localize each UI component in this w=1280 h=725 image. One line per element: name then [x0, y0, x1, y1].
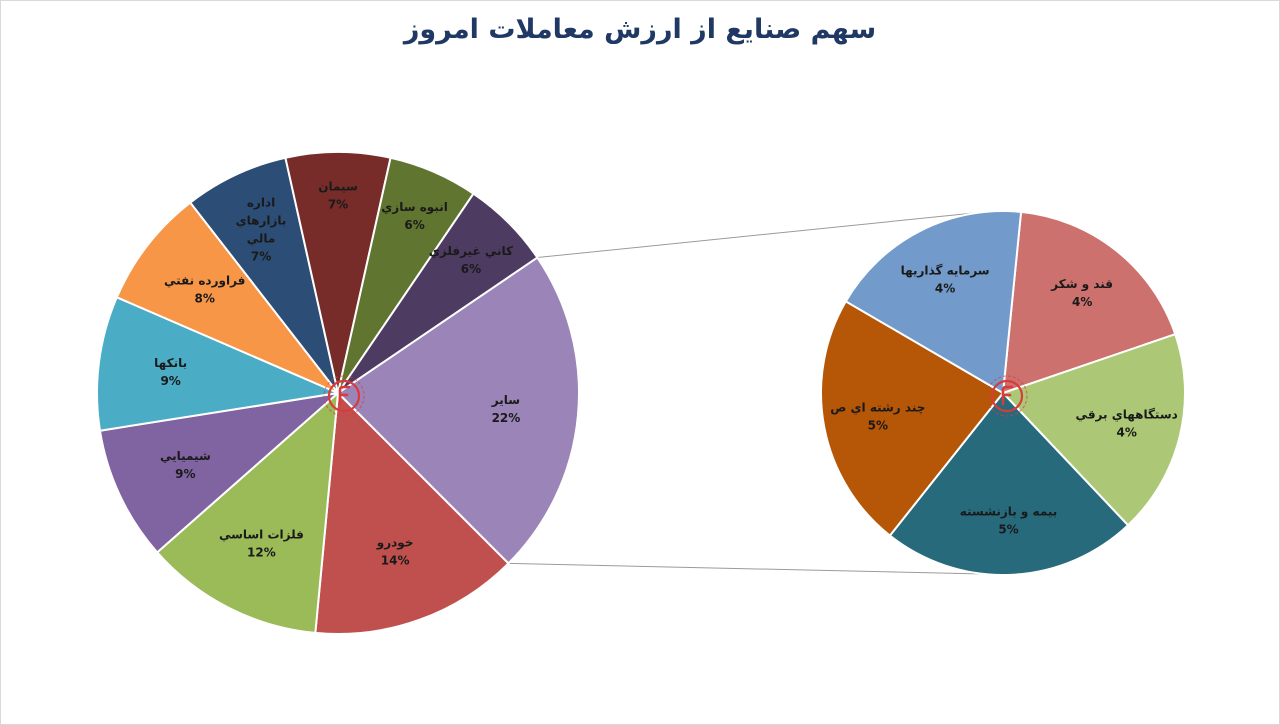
- main-pie-slice-6-name-label: اداره: [247, 195, 275, 209]
- secondary-pie-slice-3: [820, 299, 1005, 537]
- secondary-pie: [820, 210, 1186, 576]
- main-pie-slice-9-name-label: کاني غیرفلزي: [429, 244, 513, 258]
- secondary-pie-slice-1-name-label: دستگاههاي برقي: [1076, 408, 1178, 422]
- watermark-logo-icon: [986, 375, 1028, 417]
- secondary-pie-slice-2: [888, 391, 1130, 576]
- main-pie-slice-6-name-label: مالي: [247, 231, 276, 245]
- connector-lines: [508, 211, 985, 575]
- main-pie-slice-5-value-label: 8%: [195, 292, 215, 306]
- main-pie-slice-7-value-label: 7%: [328, 197, 348, 211]
- main-pie-slice-0-value-label: 22%: [492, 411, 521, 425]
- secondary-pie-slice-1: [1001, 332, 1186, 527]
- main-pie-slice-5-name-label: فراورده نفتي: [164, 274, 245, 289]
- main-pie-slice-0: [336, 256, 580, 565]
- main-pie-slice-7-name-label: سیمان: [318, 179, 358, 193]
- main-pie-slice-5: [115, 201, 339, 394]
- secondary-pie-slice-2-value-label: 5%: [998, 522, 1018, 536]
- main-pie-slice-4: [96, 295, 342, 432]
- secondary-pie-slice-2-name-label: بیمه و بازنشسته: [960, 504, 1058, 519]
- connector-line-top: [537, 211, 985, 259]
- main-pie-slice-4-name-label: بانکها: [154, 356, 187, 370]
- secondary-pie-slice-0-value-label: 4%: [1072, 295, 1092, 309]
- watermark-logo-icon: [323, 375, 365, 417]
- main-pie-slice-6: [188, 156, 339, 394]
- main-pie-slice-9: [337, 192, 539, 394]
- main-pie-slice-9-value-label: 6%: [461, 262, 481, 276]
- main-pie-slice-2: [155, 390, 340, 635]
- main-pie-slice-4-value-label: 9%: [160, 374, 180, 388]
- main-pie-slice-1: [314, 390, 510, 635]
- secondary-pie-slice-3-name-label: چند رشته اي ص: [830, 401, 925, 415]
- main-pie-slice-2-name-label: فلزات اساسي: [219, 527, 304, 541]
- main-pie-slice-1-value-label: 14%: [381, 554, 410, 568]
- main-pie-slice-3-value-label: 9%: [175, 467, 195, 481]
- secondary-pie-slice-1-value-label: 4%: [1116, 426, 1136, 440]
- main-pie-slice-2-value-label: 12%: [247, 545, 276, 559]
- secondary-pie-slice-4: [844, 210, 1023, 395]
- main-pie-slice-8-name-label: انبوه سازي: [381, 200, 448, 215]
- main-pie-slice-6-value-label: 7%: [251, 249, 271, 263]
- connector-line-bottom: [508, 562, 984, 575]
- secondary-pie-slice-0: [1001, 210, 1177, 395]
- secondary-pie-slice-0-name-label: قند و شکر: [1050, 277, 1113, 292]
- main-pie-slice-6-name-label: بازارهاي: [236, 213, 287, 227]
- secondary-pie-slice-4-name-label: سرمایه گذاریها: [901, 264, 990, 278]
- secondary-pie-slice-3-value-label: 5%: [868, 419, 888, 433]
- main-pie-slice-3-name-label: شیمیایي: [160, 449, 211, 463]
- main-pie-slice-0-name-label: سایر: [491, 393, 520, 407]
- main-pie-slice-7: [284, 151, 392, 394]
- secondary-pie-slice-4-value-label: 4%: [935, 282, 955, 296]
- main-pie: [96, 151, 580, 635]
- main-pie-slice-1-name-label: خودرو: [376, 536, 414, 551]
- slice-labels: سایر 22% خودرو 14% فلزات اساسي 12% شیمیایي 9% با…: [154, 179, 1178, 567]
- main-pie-slice-3: [98, 391, 342, 554]
- main-pie-slice-8-value-label: 6%: [404, 218, 424, 232]
- chart-title: سهم صنایع از ارزش معاملات امروز: [403, 14, 877, 45]
- watermark-logos: [323, 375, 1028, 417]
